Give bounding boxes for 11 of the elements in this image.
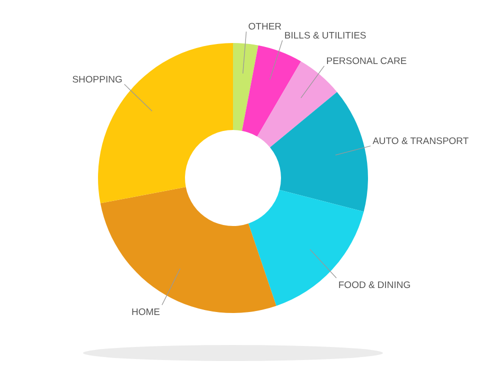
donut-slice: [233, 43, 258, 131]
slice-label: HOME: [131, 306, 160, 318]
slice-label: AUTO & TRANSPORT: [372, 136, 469, 147]
slice-label: BILLS & UTILITIES: [284, 30, 366, 42]
donut-slice: [248, 190, 364, 306]
slice-label: FOOD & DINING: [338, 280, 411, 291]
slice-label: PERSONAL CARE: [326, 56, 407, 67]
slice-label: SHOPPING: [72, 74, 122, 86]
slice-label: OTHER: [248, 22, 282, 33]
donut-slice: [242, 45, 301, 137]
donut-slice: [270, 92, 368, 212]
